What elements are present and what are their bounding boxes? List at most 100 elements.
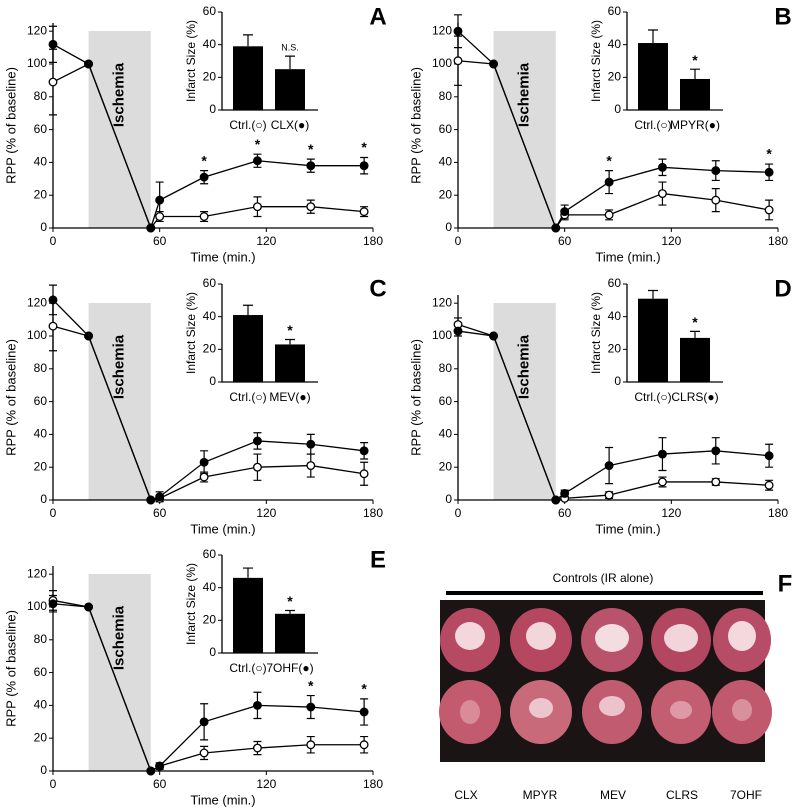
y-tick-label: 20 <box>439 459 453 473</box>
y-tick-label: 80 <box>34 361 48 375</box>
x-tick-label: CLRS(●) <box>671 390 718 404</box>
data-point <box>48 599 58 609</box>
error-bar <box>648 289 658 299</box>
y-tick-label: 40 <box>203 580 217 594</box>
x-tick-label: 0 <box>455 234 462 248</box>
data-point <box>306 161 316 171</box>
y-tick-label: 40 <box>34 155 48 169</box>
panel-letter: C <box>369 275 386 302</box>
data-point <box>764 480 774 490</box>
data-point <box>551 223 561 233</box>
y-tick-label: 0 <box>445 492 452 506</box>
data-point <box>657 189 667 199</box>
y-tick-label: 100 <box>432 56 452 70</box>
y-tick-label: 20 <box>203 613 217 627</box>
error-bar <box>285 55 295 70</box>
y-tick-label: 40 <box>34 698 48 712</box>
data-point <box>199 748 209 758</box>
ischemia-label: Ischemia <box>111 62 128 127</box>
y-tick-label: 60 <box>439 394 453 408</box>
significance-mark: * <box>287 322 293 338</box>
data-point <box>252 436 262 446</box>
significance-mark: * <box>308 141 314 157</box>
bar <box>233 315 263 382</box>
panel-letter: A <box>369 3 386 30</box>
data-point <box>560 488 570 498</box>
panel-letter: B <box>774 3 791 30</box>
data-point <box>604 210 614 220</box>
data-point <box>711 446 721 456</box>
y-tick-label: 40 <box>439 427 453 441</box>
ischemia-label: Ischemia <box>516 334 533 399</box>
data-point <box>199 212 209 221</box>
y-tick-label: 0 <box>614 102 621 116</box>
data-point <box>359 446 369 456</box>
significance-mark: * <box>361 139 367 155</box>
significance-mark: * <box>308 677 314 693</box>
data-point <box>359 161 369 171</box>
data-point <box>199 717 209 727</box>
y-tick-label: 0 <box>209 374 216 388</box>
x-tick-label: Ctrl.(○) <box>229 661 266 675</box>
bar <box>275 69 305 110</box>
significance-mark: * <box>692 314 698 330</box>
x-tick-label: 120 <box>661 234 681 248</box>
significance-mark: N.S. <box>281 42 299 52</box>
y-tick-label: 0 <box>40 492 47 506</box>
data-point <box>453 26 463 36</box>
x-tick-label: 0 <box>50 777 57 791</box>
ischemia-label: Ischemia <box>111 605 128 670</box>
column-label: MPYR <box>523 788 558 802</box>
data-point <box>306 202 316 212</box>
data-point <box>199 457 209 467</box>
x-tick-label: 120 <box>661 506 681 520</box>
data-point <box>711 195 721 205</box>
ischemia-label: Ischemia <box>111 334 128 399</box>
x-tick-label: Ctrl.(○) <box>634 390 671 404</box>
y-tick-label: 120 <box>432 295 452 309</box>
x-axis-label: Time (min.) <box>595 249 660 264</box>
data-point <box>146 223 156 233</box>
data-point <box>359 207 369 217</box>
column-label: 7OHF <box>730 788 762 802</box>
x-tick-label: Ctrl.(○) <box>634 118 671 132</box>
data-point <box>604 177 614 187</box>
data-point <box>657 162 667 172</box>
y-tick-label: 40 <box>439 155 453 169</box>
data-point <box>489 59 499 69</box>
bar <box>680 78 710 110</box>
y-axis-label: RPP (% of baseline) <box>3 610 18 727</box>
data-point <box>306 439 316 449</box>
y-tick-label: 80 <box>439 89 453 103</box>
y-tick-label: 60 <box>203 4 217 18</box>
data-point <box>453 326 463 336</box>
y-tick-label: 60 <box>608 276 622 290</box>
x-axis-label: Time (min.) <box>190 521 255 536</box>
y-tick-label: 0 <box>209 102 216 116</box>
series-line <box>52 299 365 501</box>
x-tick-label: 180 <box>768 506 788 520</box>
x-axis-label: Time (min.) <box>190 249 255 264</box>
y-tick-label: 20 <box>34 459 48 473</box>
data-point <box>453 56 463 66</box>
x-tick-label: 120 <box>256 234 276 248</box>
y-tick-label: 100 <box>432 328 452 342</box>
y-tick-label: 20 <box>203 342 217 356</box>
series-line <box>52 43 365 230</box>
y-axis-label: Infarct Size (%) <box>589 20 603 102</box>
data-point <box>155 492 165 502</box>
bar <box>680 337 710 382</box>
y-tick-label: 0 <box>40 220 47 234</box>
y-tick-label: 20 <box>608 342 622 356</box>
significance-mark: * <box>766 146 772 162</box>
y-tick-label: 0 <box>40 763 47 777</box>
data-point <box>199 472 209 482</box>
data-point <box>84 602 94 612</box>
y-tick-label: 0 <box>614 374 621 388</box>
y-tick-label: 0 <box>445 220 452 234</box>
data-point <box>604 461 614 471</box>
ischemia-region <box>88 31 151 228</box>
data-point <box>306 702 316 712</box>
series-line <box>52 603 365 772</box>
